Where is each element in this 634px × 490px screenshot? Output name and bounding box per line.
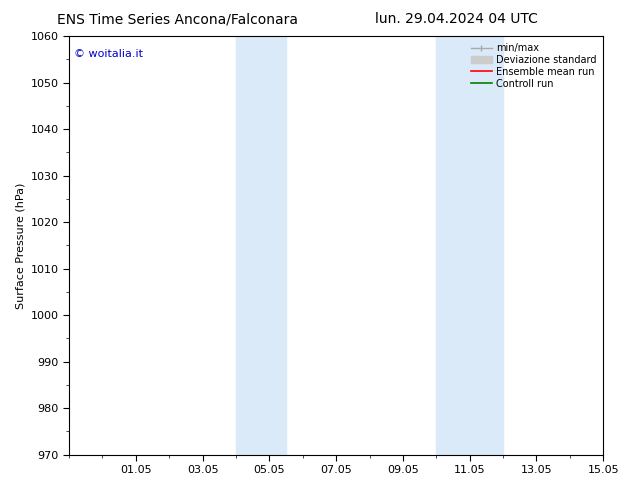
Text: ENS Time Series Ancona/Falconara: ENS Time Series Ancona/Falconara <box>57 12 298 26</box>
Bar <box>436 36 503 455</box>
Text: lun. 29.04.2024 04 UTC: lun. 29.04.2024 04 UTC <box>375 12 538 26</box>
Legend: min/max, Deviazione standard, Ensemble mean run, Controll run: min/max, Deviazione standard, Ensemble m… <box>467 39 600 93</box>
Bar <box>236 36 286 455</box>
Text: © woitalia.it: © woitalia.it <box>74 49 143 59</box>
Y-axis label: Surface Pressure (hPa): Surface Pressure (hPa) <box>15 182 25 309</box>
